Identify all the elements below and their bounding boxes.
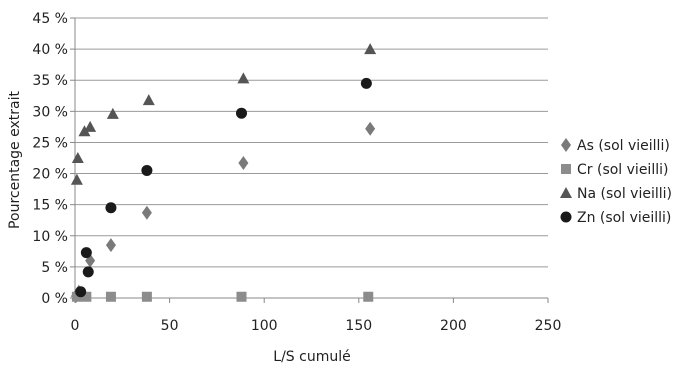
- data-point-na: [142, 94, 155, 106]
- legend-marker-zn: [560, 211, 572, 223]
- data-point-as: [141, 205, 152, 220]
- y-tick-label: 35 %: [32, 73, 68, 89]
- legend-marker-as: [561, 138, 571, 152]
- data-point-na: [71, 152, 84, 163]
- y-tick-label: 0 %: [41, 291, 68, 307]
- data-point-as: [105, 238, 116, 253]
- legend-label-cr: Cr (sol vieilli): [577, 162, 668, 178]
- x-tick-label: 250: [535, 318, 562, 334]
- legend: As (sol vieilli) Cr (sol vieilli) Na (sol …: [560, 138, 672, 226]
- data-point-cr: [236, 291, 247, 302]
- y-tick-label: 15 %: [32, 198, 68, 214]
- legend-marker-na: [560, 187, 572, 198]
- data-point-zn: [75, 286, 87, 298]
- x-tick-labels: 0 50 100 150 200 250: [71, 318, 562, 334]
- legend-label-as: As (sol vieilli): [577, 138, 670, 154]
- data-point-cr: [363, 291, 374, 302]
- data-point-zn: [360, 77, 372, 89]
- data-point-na: [106, 107, 119, 119]
- data-point-as: [365, 121, 376, 136]
- x-tick-label: 150: [345, 318, 372, 334]
- data-point-zn: [235, 107, 247, 119]
- data-point-na: [84, 120, 97, 132]
- data-point-cr: [81, 291, 92, 302]
- data-point-as: [238, 155, 249, 170]
- x-tick-label: 200: [440, 318, 467, 334]
- y-tick-labels: 0 % 5 % 10 % 15 % 20 % 25 % 30 % 35 % 40 % 45 %: [32, 11, 68, 307]
- y-tick-label: 10 %: [32, 229, 68, 245]
- y-tick-label: 5 %: [41, 260, 68, 276]
- axes: [74, 18, 549, 303]
- data-point-na: [364, 43, 377, 55]
- legend-label-zn: Zn (sol vieilli): [577, 210, 671, 226]
- data-point-as: [85, 253, 96, 268]
- data-point-zn: [105, 202, 117, 214]
- data-point-zn: [141, 164, 153, 176]
- data-point-na: [70, 173, 83, 185]
- data-point-zn: [80, 247, 92, 259]
- x-axis-label: L/S cumulé: [273, 349, 350, 365]
- x-tick-label: 0: [71, 318, 80, 334]
- data-point-cr: [105, 291, 116, 302]
- gridlines: [70, 17, 548, 299]
- legend-marker-cr: [561, 164, 571, 174]
- y-axis-label: Pourcentage extrait: [7, 91, 23, 229]
- data-point-cr: [71, 291, 82, 302]
- y-tick-label: 30 %: [32, 104, 68, 120]
- data-point-na: [78, 125, 91, 137]
- y-tick-label: 40 %: [32, 42, 68, 58]
- y-tick-label: 45 %: [32, 11, 68, 27]
- data-point-cr: [141, 291, 152, 302]
- legend-label-na: Na (sol vieilli): [577, 186, 672, 202]
- data-point-zn: [82, 266, 94, 278]
- y-tick-label: 20 %: [32, 167, 68, 183]
- data-points: [70, 43, 377, 304]
- x-tick-label: 50: [161, 318, 179, 334]
- x-tick-label: 100: [251, 318, 278, 334]
- data-point-na: [237, 72, 250, 84]
- y-tick-label: 25 %: [32, 135, 68, 151]
